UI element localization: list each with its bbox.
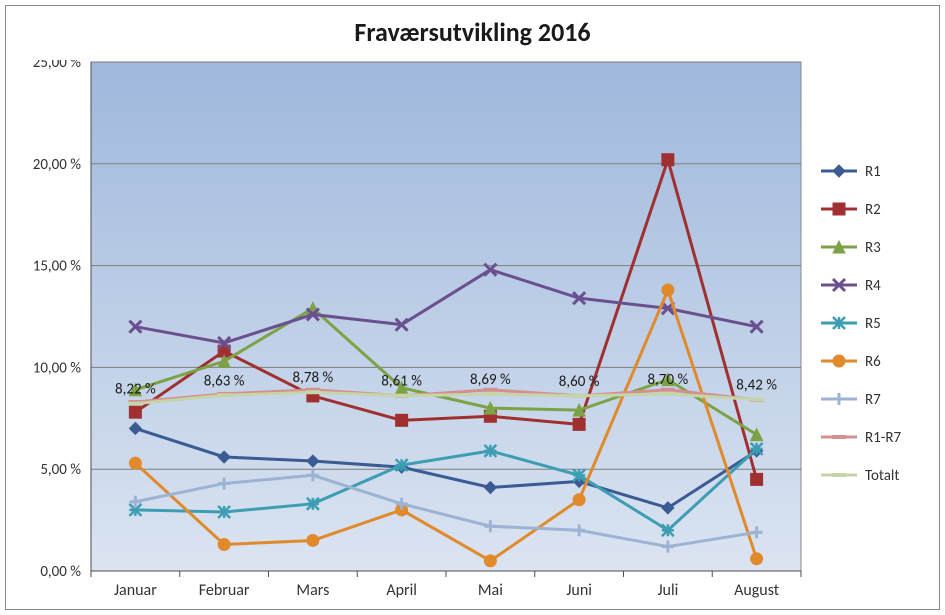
svg-text:8,78 %: 8,78 % — [293, 369, 334, 387]
svg-text:R1: R1 — [865, 163, 881, 181]
legend-item-R7: R7 — [821, 391, 881, 409]
svg-text:8,63 %: 8,63 % — [204, 372, 245, 390]
legend-item-R3: R3 — [821, 239, 881, 257]
svg-text:August: August — [734, 581, 780, 600]
legend-item-R1: R1 — [821, 163, 881, 181]
svg-text:8,69 %: 8,69 % — [470, 371, 511, 389]
svg-text:Januar: Januar — [114, 581, 157, 600]
svg-text:R7: R7 — [865, 391, 881, 409]
legend-item-R1-R7: R1-R7 — [821, 429, 901, 447]
svg-text:25,00 %: 25,00 % — [33, 60, 82, 72]
svg-text:R6: R6 — [865, 353, 881, 371]
svg-text:R4: R4 — [865, 277, 881, 295]
svg-text:April: April — [386, 581, 417, 600]
legend-item-R2: R2 — [821, 201, 881, 219]
svg-text:Juni: Juni — [566, 581, 592, 600]
svg-text:R3: R3 — [865, 239, 881, 257]
svg-text:Mars: Mars — [296, 581, 329, 600]
svg-text:8,22 %: 8,22 % — [115, 381, 156, 399]
chart-canvas: 0,00 % 5,00 % 10,00 % 15,00 % 20,00 % 25,00 %… — [6, 60, 941, 611]
legend-item-R4: R4 — [821, 277, 881, 295]
svg-text:R1-R7: R1-R7 — [865, 429, 901, 447]
svg-text:8,42 %: 8,42 % — [736, 377, 777, 395]
svg-text:8,70 %: 8,70 % — [648, 371, 689, 389]
svg-text:Totalt: Totalt — [865, 467, 899, 485]
svg-text:8,60 %: 8,60 % — [559, 373, 600, 391]
svg-text:5,00 %: 5,00 % — [40, 461, 81, 479]
legend-item-Totalt: Totalt — [821, 467, 899, 485]
svg-text:Februar: Februar — [199, 581, 250, 600]
svg-text:Mai: Mai — [478, 581, 503, 600]
legend-item-R6: R6 — [821, 353, 881, 371]
svg-text:10,00 %: 10,00 % — [33, 359, 82, 377]
chart-container: Fraværsutvikling 2016 0,00 % 5,00 % 10,00 … — [5, 5, 940, 610]
svg-text:R5: R5 — [865, 315, 881, 333]
svg-text:Juli: Juli — [657, 581, 678, 600]
svg-text:0,00 %: 0,00 % — [40, 563, 81, 581]
svg-text:15,00 %: 15,00 % — [33, 258, 82, 276]
svg-text:R2: R2 — [865, 201, 881, 219]
chart-title: Fraværsutvikling 2016 — [6, 6, 939, 54]
svg-text:20,00 %: 20,00 % — [33, 156, 82, 174]
legend-item-R5: R5 — [821, 315, 881, 333]
svg-text:8,61 %: 8,61 % — [381, 373, 422, 391]
